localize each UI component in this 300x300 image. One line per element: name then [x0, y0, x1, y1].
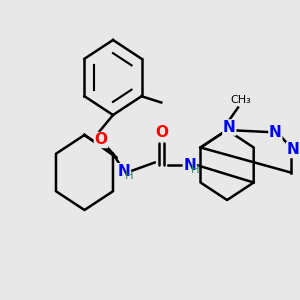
Text: O: O: [94, 133, 107, 148]
Text: N: N: [269, 125, 282, 140]
Text: H: H: [191, 165, 200, 175]
Text: O: O: [155, 125, 168, 140]
Text: N: N: [223, 120, 236, 135]
Text: N: N: [183, 158, 196, 172]
Text: N: N: [286, 142, 299, 158]
Text: H: H: [125, 171, 134, 181]
Text: CH₃: CH₃: [230, 95, 250, 105]
Text: N: N: [118, 164, 130, 179]
